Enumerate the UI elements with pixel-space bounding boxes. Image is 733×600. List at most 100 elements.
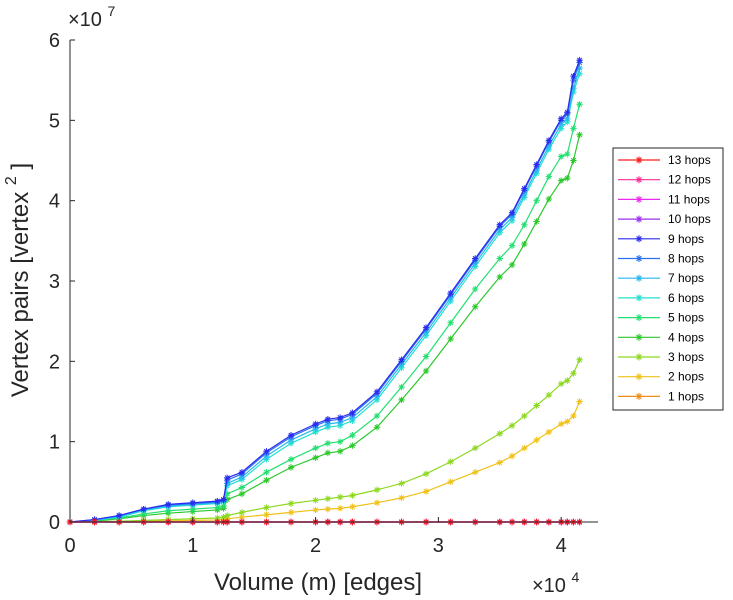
x-tick-label: 3 (433, 535, 444, 557)
data-point (349, 503, 356, 510)
data-point (570, 85, 577, 92)
data-point (263, 511, 270, 518)
data-point (508, 217, 516, 224)
legend-item: 2 hops (618, 370, 704, 384)
data-point (349, 432, 356, 439)
y-multiplier-base: ×10 (68, 9, 102, 31)
data-point (496, 273, 503, 281)
data-point (545, 146, 553, 153)
data-point (349, 409, 356, 416)
data-point (220, 496, 227, 503)
data-point (576, 101, 583, 108)
data-point (238, 468, 246, 476)
data-point (496, 430, 503, 437)
data-point (373, 396, 381, 404)
data-point (557, 380, 565, 388)
data-point (557, 153, 565, 160)
legend-label: 6 hops (668, 291, 704, 305)
legend-item: 8 hops (618, 252, 704, 266)
data-point (263, 452, 270, 460)
data-point (557, 121, 565, 128)
legend-item: 11 hops (618, 192, 710, 206)
y-multiplier-exponent: 7 (108, 3, 116, 19)
data-point (508, 452, 516, 460)
data-point (349, 492, 356, 499)
data-point (496, 255, 503, 262)
legend-marker (635, 215, 643, 223)
data-point (564, 174, 571, 182)
data-point (287, 509, 295, 516)
legend: 13 hops 12 hops 11 hops 10 hops 9 hops 8 hops… (612, 147, 724, 411)
legend-marker (635, 274, 643, 282)
data-point (223, 515, 231, 522)
data-point (521, 194, 528, 201)
data-point (223, 496, 231, 503)
data-point (545, 195, 553, 203)
x-multiplier-base: ×10 (532, 575, 566, 597)
x-multiplier-exponent: 4 (572, 569, 580, 585)
data-point (570, 125, 577, 132)
data-point (496, 221, 503, 228)
data-point (533, 402, 540, 409)
data-point (312, 497, 319, 504)
y-tick-label: 5 (49, 110, 60, 132)
data-point (557, 115, 565, 122)
data-point (557, 125, 565, 132)
data-point (287, 440, 295, 447)
data-point (472, 260, 479, 267)
data-point (349, 414, 356, 421)
data-point (324, 505, 332, 513)
data-point (263, 456, 270, 463)
data-point (165, 501, 172, 508)
data-point (263, 468, 270, 476)
legend-marker (635, 235, 643, 243)
series-line (69, 73, 581, 523)
data-point (324, 495, 332, 502)
data-point (557, 177, 565, 184)
legend-marker (635, 373, 643, 381)
data-point (349, 417, 356, 424)
legend-label: 1 hops (668, 389, 704, 403)
data-point (545, 137, 553, 144)
data-point (422, 488, 430, 495)
data-point (238, 513, 246, 521)
y-multiplier: ×10 7 (68, 3, 116, 31)
data-point (545, 391, 553, 399)
legend-marker (635, 392, 643, 400)
legend-label: 4 hops (668, 330, 704, 344)
data-point (576, 64, 583, 72)
data-point (287, 432, 295, 439)
data-point (508, 261, 516, 269)
data-point (214, 497, 221, 505)
data-point (398, 361, 405, 368)
data-point (564, 418, 571, 425)
data-point (238, 484, 246, 491)
data-point (533, 197, 540, 204)
series-line (69, 134, 581, 523)
data-point (472, 255, 479, 262)
data-point (447, 335, 454, 343)
data-point (140, 505, 147, 513)
data-point (472, 468, 479, 476)
series-8-hops (66, 59, 583, 526)
data-point (223, 490, 231, 498)
data-point (533, 170, 540, 177)
data-point (336, 493, 344, 501)
series-6-hops (66, 70, 583, 526)
legend-item: 6 hops (618, 291, 704, 305)
data-point (263, 477, 270, 484)
data-point (570, 412, 577, 420)
data-point (422, 329, 430, 336)
data-point (373, 499, 381, 506)
x-multiplier: ×10 4 (532, 569, 580, 597)
data-point (422, 367, 430, 375)
data-point (312, 420, 319, 428)
legend-label: 9 hops (668, 232, 704, 246)
legend-label: 7 hops (668, 271, 704, 285)
data-point (398, 364, 405, 371)
data-point (287, 436, 295, 444)
data-point (312, 428, 319, 436)
data-point (422, 353, 430, 360)
x-axis-label: Volume (m) [edges] (214, 569, 422, 596)
